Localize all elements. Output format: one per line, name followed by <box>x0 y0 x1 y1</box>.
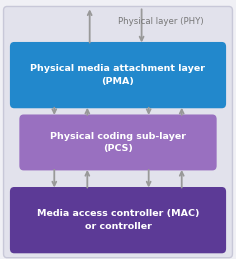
Text: Media access controller (MAC)
or controller: Media access controller (MAC) or control… <box>37 209 199 231</box>
FancyBboxPatch shape <box>10 42 226 108</box>
Text: Physical media attachment layer
(PMA): Physical media attachment layer (PMA) <box>30 64 206 86</box>
FancyBboxPatch shape <box>19 114 217 170</box>
FancyBboxPatch shape <box>4 6 232 258</box>
FancyBboxPatch shape <box>10 187 226 253</box>
Text: Physical layer (PHY): Physical layer (PHY) <box>118 17 203 26</box>
Text: Physical coding sub-layer
(PCS): Physical coding sub-layer (PCS) <box>50 132 186 153</box>
